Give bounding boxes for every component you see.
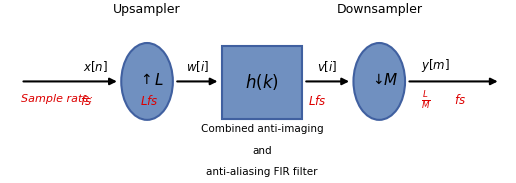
Text: and: and xyxy=(252,146,272,156)
Text: $L$: $L$ xyxy=(154,72,163,88)
Text: Sample rate:: Sample rate: xyxy=(21,94,96,104)
Text: anti-aliasing FIR filter: anti-aliasing FIR filter xyxy=(206,167,318,177)
Text: $\frac{L}{M}$: $\frac{L}{M}$ xyxy=(421,89,430,111)
Text: $h(k)$: $h(k)$ xyxy=(245,72,279,92)
Text: $fs$: $fs$ xyxy=(80,94,92,108)
Text: Upsampler: Upsampler xyxy=(113,3,181,16)
Ellipse shape xyxy=(353,43,405,120)
Text: $\uparrow$: $\uparrow$ xyxy=(138,72,151,87)
Bar xyxy=(222,46,302,119)
Text: $x[n]$: $x[n]$ xyxy=(84,59,108,74)
Text: $\downarrow$: $\downarrow$ xyxy=(370,72,383,87)
Ellipse shape xyxy=(121,43,173,120)
Text: $w[i]$: $w[i]$ xyxy=(186,59,209,74)
Text: Combined anti-imaging: Combined anti-imaging xyxy=(201,124,323,135)
Text: $Lfs$: $Lfs$ xyxy=(140,94,159,108)
Text: $y[m]$: $y[m]$ xyxy=(421,57,449,74)
Text: $v[i]$: $v[i]$ xyxy=(317,59,338,74)
Text: $fs$: $fs$ xyxy=(454,93,466,107)
Text: Downsampler: Downsampler xyxy=(336,3,422,16)
Text: $M$: $M$ xyxy=(383,72,398,88)
Text: $Lfs$: $Lfs$ xyxy=(308,94,327,108)
